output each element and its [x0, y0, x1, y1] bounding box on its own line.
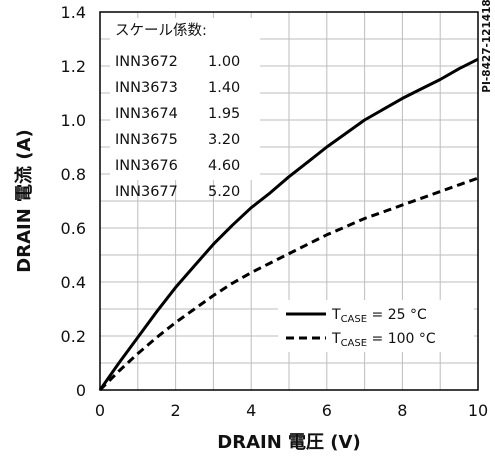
scale-row-factor: 1.95 [208, 106, 240, 122]
legend-label: TCASE = 100 °C [331, 331, 436, 349]
series-line-100c [98, 176, 479, 392]
scale-row-part: INN3672 [115, 54, 178, 70]
scale-row-factor: 4.60 [208, 158, 240, 174]
x-tick-label: 2 [171, 401, 181, 420]
scale-row-part: INN3677 [115, 184, 178, 200]
y-tick-label: 1.0 [61, 111, 86, 130]
y-tick-label: 0.6 [61, 219, 86, 238]
y-axis-label: DRAIN 電流 (A) [13, 129, 35, 272]
scale-row-part: INN3675 [115, 132, 178, 148]
x-tick-label: 0 [95, 401, 105, 420]
x-tick-label: 10 [468, 401, 488, 420]
y-tick-label: 0.2 [61, 327, 86, 346]
x-tick-label: 8 [397, 401, 407, 420]
x-tick-label: 6 [322, 401, 332, 420]
y-tick-label: 1.2 [61, 57, 86, 76]
scale-factor-table: スケール係数: INN3672 1.00 INN3673 1.40 INN3674 1.9… [110, 18, 260, 200]
legend: TCASE = 25 °C TCASE = 100 °C [278, 300, 474, 352]
y-tick-labels: 0 0.2 0.4 0.6 0.8 1.0 1.2 1.4 [61, 3, 86, 400]
series-line-25c [98, 57, 479, 391]
legend-background [278, 300, 474, 352]
scale-row-part: INN3676 [115, 158, 178, 174]
y-tick-label: 0 [76, 381, 86, 400]
x-tick-labels: 0 2 4 6 8 10 [95, 401, 488, 420]
scale-row-factor: 1.00 [208, 54, 240, 70]
legend-label: TCASE = 25 °C [331, 307, 427, 325]
plot-frame [99, 11, 479, 391]
y-tick-label: 0.4 [61, 273, 86, 292]
x-tick-label: 4 [246, 401, 256, 420]
scale-table-background [110, 18, 260, 180]
series-lines [98, 57, 479, 392]
scale-table-title: スケール係数: [115, 22, 207, 39]
scale-row-part: INN3674 [115, 106, 178, 122]
y-tick-label: 0.8 [61, 165, 86, 184]
x-axis-label: DRAIN 電圧 (V) [217, 432, 360, 453]
scale-row-factor: 3.20 [208, 132, 240, 148]
grid-lines [100, 12, 478, 390]
figure-id: PI-8427-121418 [481, 0, 493, 93]
y-tick-label: 1.4 [61, 3, 86, 22]
scale-row-part: INN3673 [115, 80, 178, 96]
scale-row-factor: 5.20 [208, 184, 240, 200]
scale-row-factor: 1.40 [208, 80, 240, 96]
